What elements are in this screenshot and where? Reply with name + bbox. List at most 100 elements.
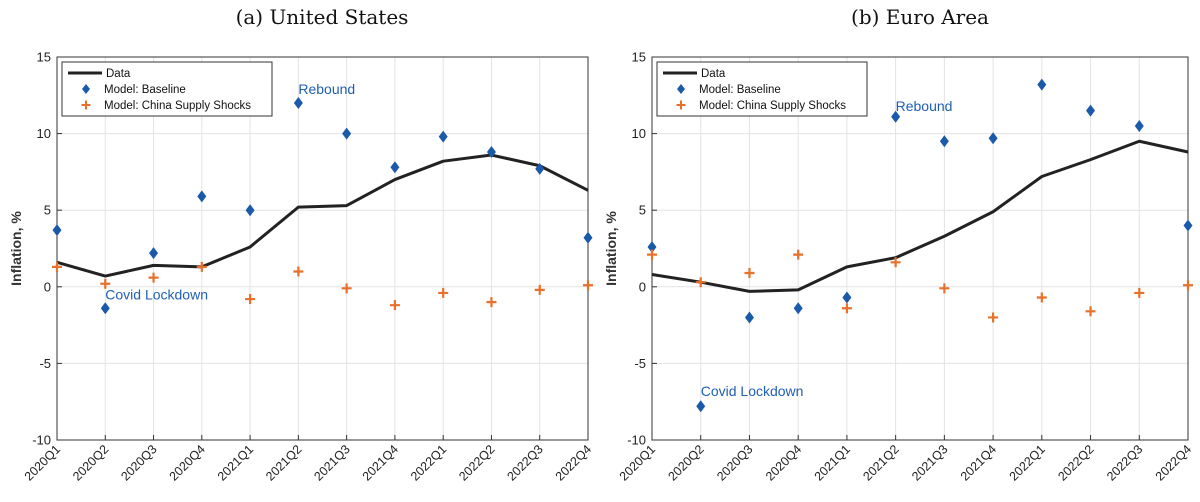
annotation-label: Covid Lockdown — [701, 383, 804, 399]
y-tick-label: 5 — [44, 203, 51, 218]
baseline-point — [100, 302, 110, 315]
x-tick-label: 2022Q3 — [1104, 442, 1145, 483]
panel-united-states: (a) United States -10 -5 0 5 10 15 2020Q1 2020Q2… — [8, 5, 594, 484]
x-tick-label: 2020Q3 — [118, 442, 159, 483]
y-tick-label: 0 — [44, 279, 51, 294]
baseline-point — [583, 231, 593, 244]
china-shock-point — [438, 287, 449, 298]
x-tick-label: 2021Q1 — [812, 442, 853, 483]
x-tick-label: 2022Q1 — [408, 442, 449, 483]
data-series-line — [56, 153, 589, 278]
china-shock-point — [647, 249, 657, 260]
baseline-point — [1037, 78, 1047, 91]
baseline-point — [1086, 104, 1096, 117]
baseline-point — [149, 247, 159, 260]
china-shock-point — [52, 261, 62, 272]
china-shock-point — [148, 272, 159, 283]
china-shock-point — [841, 303, 852, 314]
china-shock-point — [293, 266, 304, 277]
legend-entry-label: Model: Baseline — [699, 84, 781, 96]
baseline-point — [1183, 219, 1193, 232]
y-tick-label: -5 — [634, 356, 646, 371]
china-shock-point — [583, 280, 593, 291]
baseline-point — [696, 400, 706, 413]
legend: Data Model: Baseline Model: China Supply S… — [61, 61, 273, 117]
china-shock-point — [245, 294, 256, 305]
china-shock-point — [1183, 280, 1193, 291]
legend-entry-label: Data — [106, 68, 131, 80]
x-tick-label: 2022Q4 — [553, 442, 594, 483]
y-tick-label: -10 — [32, 433, 51, 448]
baseline-point — [245, 204, 255, 217]
x-tick-label: 2021Q4 — [958, 442, 999, 483]
panel-title: (a) United States — [236, 5, 409, 29]
baseline-point — [842, 291, 852, 304]
y-tick-label: 0 — [639, 279, 646, 294]
x-tick-label: 2022Q4 — [1153, 442, 1194, 483]
x-tick-label: 2020Q2 — [665, 442, 706, 483]
legend-box — [656, 61, 868, 117]
x-tick-label: 2020Q1 — [22, 442, 63, 483]
baseline-point — [793, 302, 803, 315]
china-shock-point — [486, 297, 497, 308]
baseline-point — [988, 132, 998, 145]
x-tick-label: 2020Q4 — [763, 442, 804, 483]
china-shock-point — [988, 312, 999, 323]
china-shock-point — [1134, 287, 1145, 298]
china-shock-point — [890, 257, 901, 268]
x-tick-label: 2021Q3 — [909, 442, 950, 483]
y-tick-label: -10 — [627, 433, 646, 448]
china-shock-point — [744, 268, 755, 279]
china-shock-point — [793, 249, 804, 260]
china-shock-point — [1036, 292, 1047, 303]
x-tick-label: 2021Q1 — [215, 442, 256, 483]
baseline-point — [342, 127, 352, 140]
x-tick-label: 2022Q3 — [504, 442, 545, 483]
annotation-label: Rebound — [298, 81, 355, 97]
baseline-point — [891, 110, 901, 123]
legend-entry-label: Model: China Supply Shocks — [699, 100, 846, 112]
legend-entry-label: Model: Baseline — [104, 84, 186, 96]
china-shock-point — [695, 277, 706, 288]
china-shock-point — [341, 283, 352, 294]
x-tick-label: 2020Q4 — [167, 442, 208, 483]
baseline-point — [744, 311, 754, 324]
x-tick-label: 2021Q4 — [360, 442, 401, 483]
x-tick-label: 2020Q3 — [714, 442, 755, 483]
legend-swatch-baseline — [82, 84, 90, 94]
baseline-point — [535, 162, 545, 175]
y-tick-label: 10 — [37, 126, 51, 141]
legend-swatch-china — [81, 100, 91, 110]
x-tick-label: 2022Q2 — [456, 442, 497, 483]
y-axis-label: Inflation, % — [8, 211, 24, 286]
x-tick-label: 2020Q2 — [70, 442, 111, 483]
y-tick-label: 15 — [632, 50, 646, 65]
plot-area — [57, 57, 588, 440]
baseline-point — [1134, 119, 1144, 132]
baseline-point — [438, 130, 448, 143]
y-tick-label: 5 — [639, 203, 646, 218]
x-tick-label: 2021Q2 — [860, 442, 901, 483]
baseline-point — [486, 145, 496, 158]
baseline-point — [390, 161, 400, 174]
china-shock-point — [1085, 306, 1096, 317]
legend-entry-label: Data — [701, 68, 726, 80]
baseline-point — [52, 224, 62, 237]
china-shock-point — [100, 278, 111, 289]
y-tick-label: 15 — [37, 50, 51, 65]
legend-swatch-baseline — [677, 84, 685, 94]
axes-box — [56, 56, 589, 441]
x-tick-label: 2020Q1 — [617, 442, 658, 483]
baseline-point — [647, 240, 657, 253]
y-tick-label: -5 — [39, 356, 51, 371]
baseline-point — [197, 190, 207, 203]
data-series-line — [651, 139, 1189, 293]
annotation-label: Covid Lockdown — [105, 286, 208, 302]
baseline-point — [293, 96, 303, 109]
legend-box — [61, 61, 273, 117]
china-shock-point — [939, 283, 950, 294]
legend-entry-label: Model: China Supply Shocks — [104, 100, 251, 112]
